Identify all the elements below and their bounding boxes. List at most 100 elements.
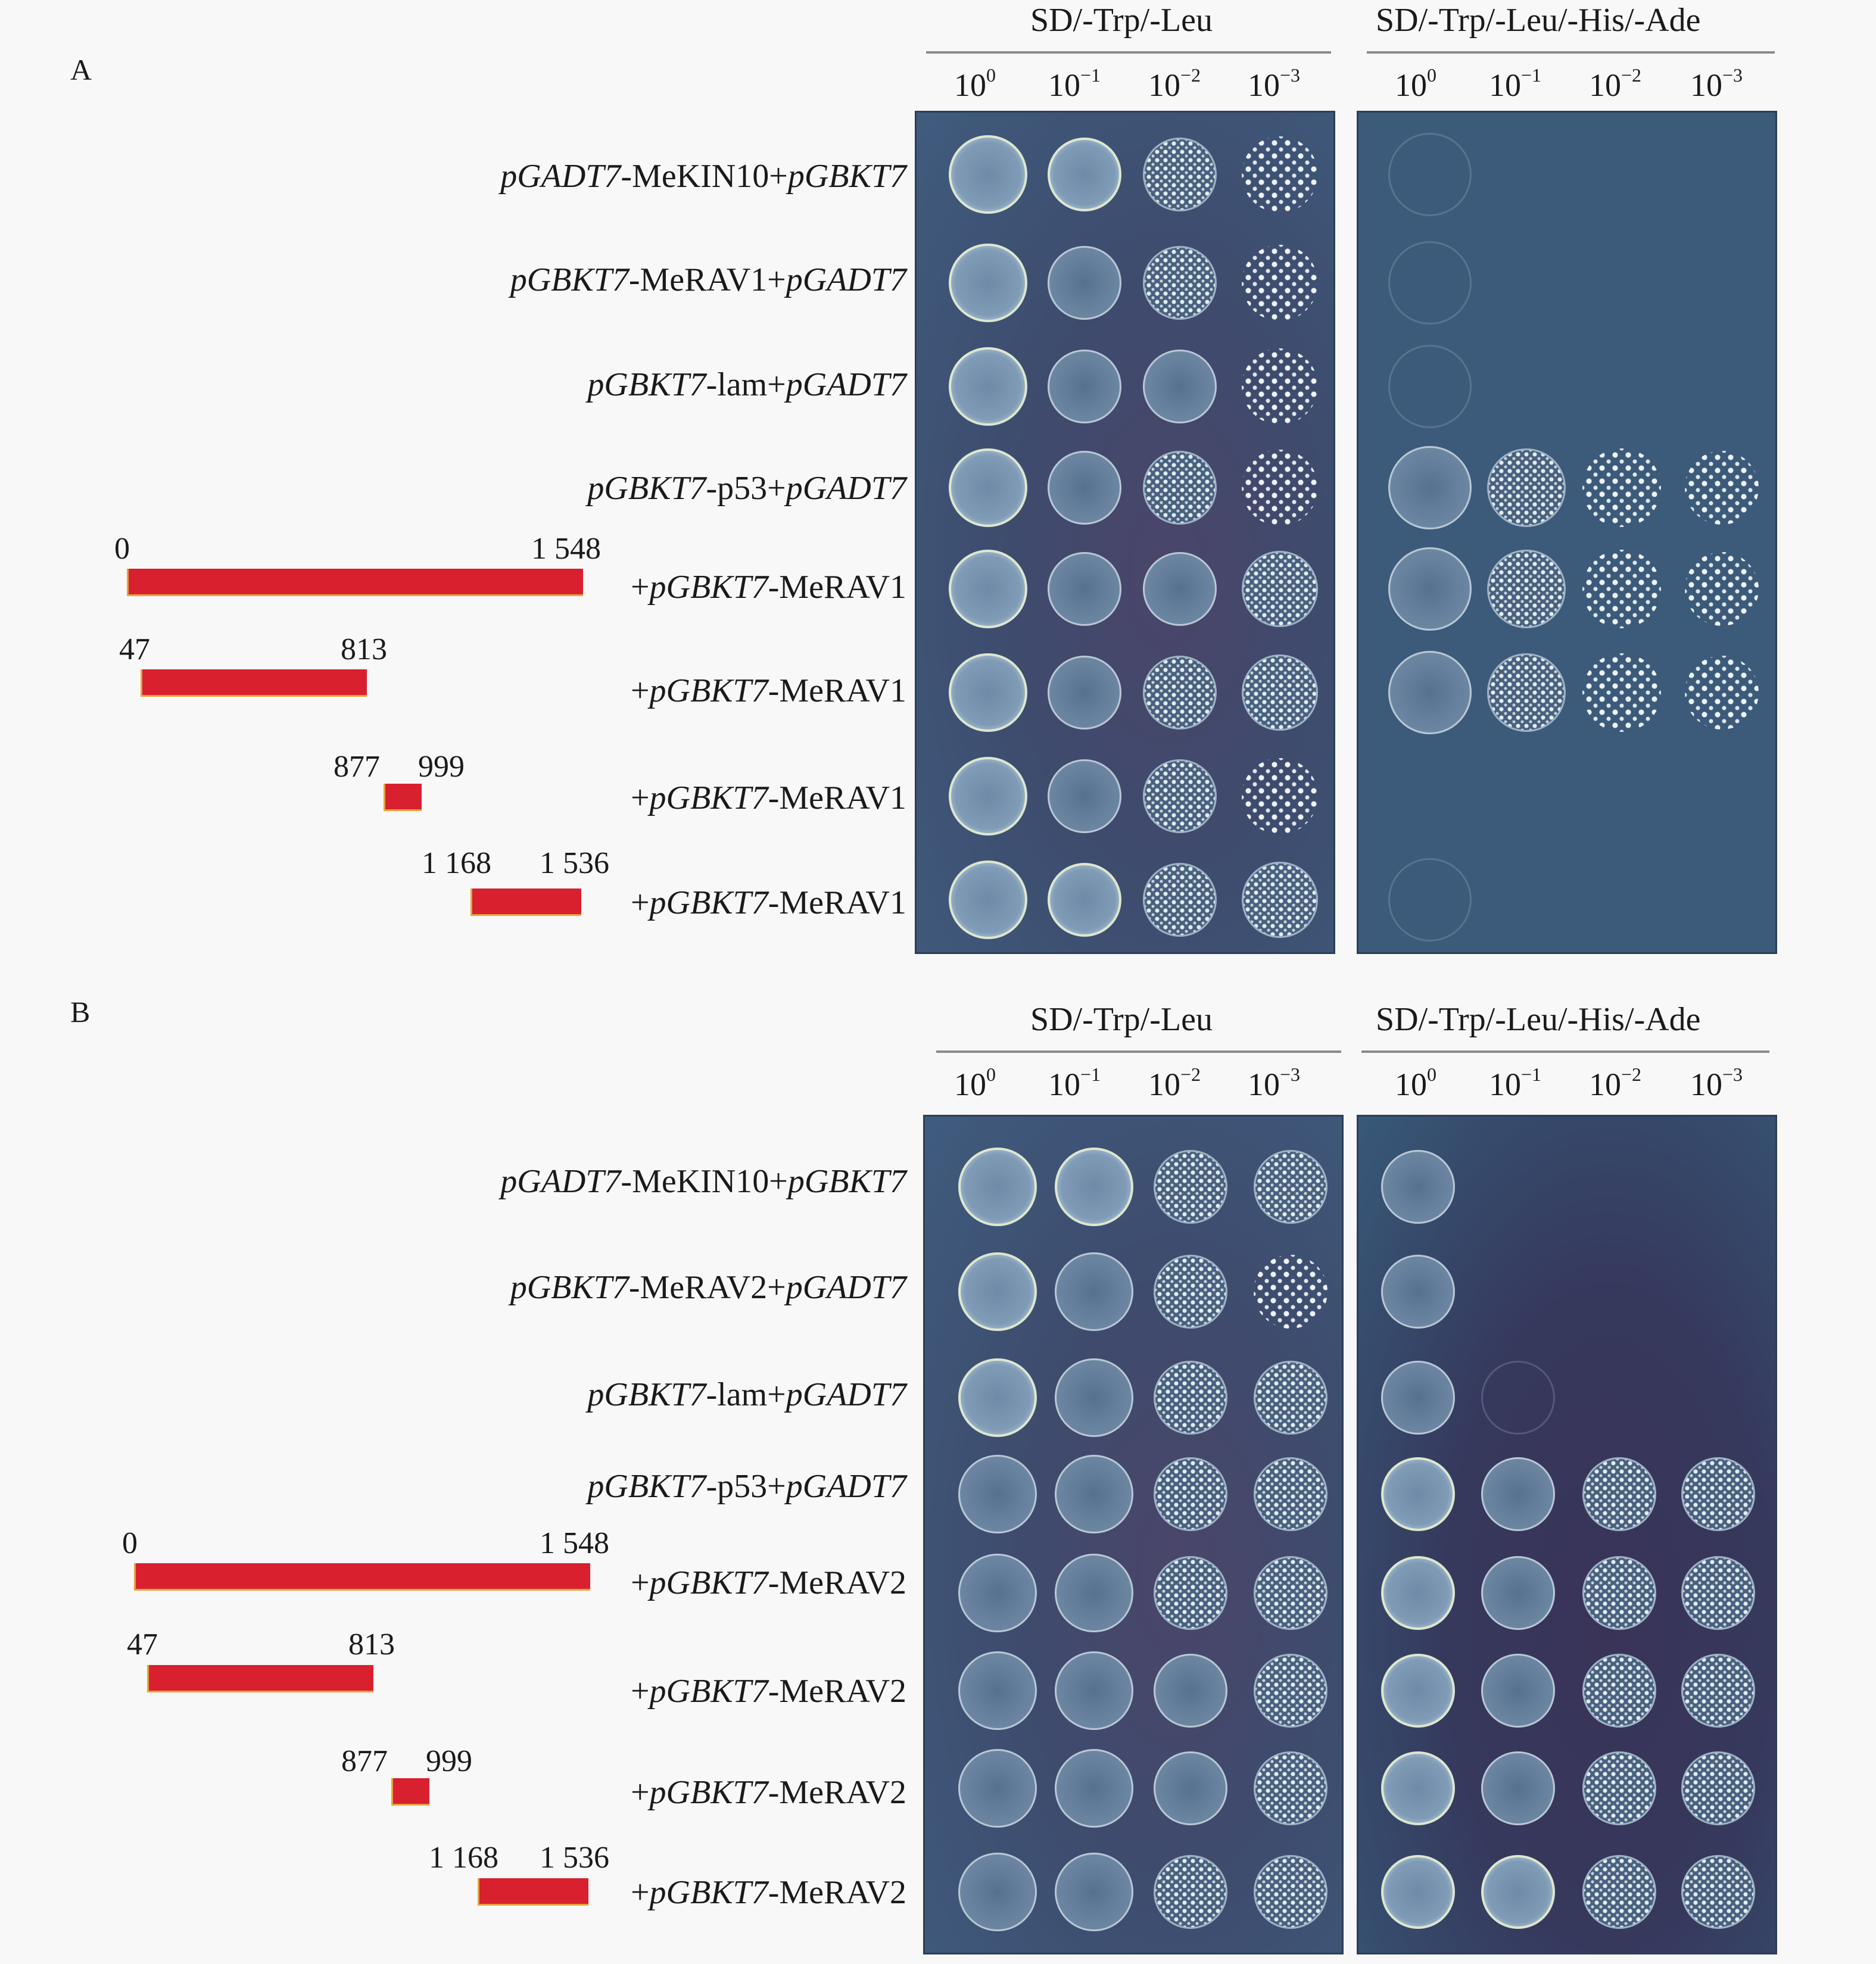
yeast-spot — [1143, 656, 1217, 730]
yeast-spot — [958, 1358, 1037, 1437]
yeast-spot — [949, 347, 1027, 426]
medium-title-sd4: SD/-Trp/-Leu/-His/-Ade — [1376, 2, 1701, 39]
medium-underline — [1361, 1050, 1769, 1053]
dilution-label: 10−1 — [1489, 1064, 1542, 1102]
yeast-spot — [1055, 1749, 1133, 1828]
fragment-start: 0 — [122, 1526, 138, 1560]
fragment-end: 999 — [418, 750, 465, 784]
yeast-spot — [1154, 1457, 1227, 1531]
row-label-control: pGBKT7-MeRAV1+pGADT7 — [510, 261, 906, 298]
yeast-spot — [1254, 1457, 1327, 1531]
fragment-start: 0 — [114, 532, 130, 566]
yeast-spot — [1154, 1150, 1227, 1224]
row-label-fragment: +pGBKT7-MeRAV1 — [630, 780, 906, 816]
dilution-label: 10−2 — [1148, 1064, 1201, 1102]
yeast-spot — [1481, 1556, 1555, 1630]
fragment-end: 1 548 — [531, 532, 601, 566]
yeast-spot — [1154, 1654, 1227, 1728]
plate-sd2 — [915, 111, 1335, 954]
panel-b: B SD/-Trp/-Leu SD/-Trp/-Leu/-His/-Ade 10… — [0, 977, 1876, 1964]
yeast-spot — [1154, 1556, 1227, 1630]
dilution-label: 100 — [954, 64, 996, 103]
yeast-spot — [1381, 1751, 1455, 1825]
medium-underline — [936, 1050, 1341, 1053]
yeast-spot — [1481, 1361, 1555, 1435]
yeast-spot — [1242, 450, 1318, 526]
yeast-spot — [949, 653, 1027, 732]
yeast-spot — [1681, 1751, 1755, 1825]
yeast-spot — [1143, 350, 1217, 423]
dilution-label: 10−3 — [1690, 64, 1743, 103]
yeast-spot — [949, 757, 1027, 836]
row-label-fragment: +pGBKT7-MeRAV2 — [630, 1673, 906, 1710]
yeast-spot — [1242, 136, 1318, 213]
yeast-spot — [958, 1252, 1037, 1331]
yeast-spot — [1481, 1751, 1555, 1825]
plate-sd4 — [1357, 111, 1777, 954]
yeast-spot — [1254, 1150, 1327, 1224]
yeast-spot — [1242, 654, 1318, 731]
dilution-label: 100 — [954, 1064, 996, 1102]
fragment-bar — [391, 1778, 429, 1806]
yeast-spot — [949, 244, 1027, 322]
dilution-label: 10−3 — [1690, 1064, 1743, 1102]
yeast-spot — [1381, 1654, 1455, 1728]
yeast-spot — [1254, 1556, 1327, 1630]
yeast-spot — [958, 1554, 1037, 1632]
row-label-control: pGADT7-MeKIN10+pGBKT7 — [500, 1163, 906, 1200]
yeast-spot — [1055, 1853, 1133, 1931]
fragment-bar — [141, 669, 367, 697]
yeast-spot — [1048, 863, 1121, 937]
yeast-spot — [1481, 1855, 1555, 1929]
medium-title-sd2: SD/-Trp/-Leu — [1030, 1001, 1213, 1038]
yeast-spot — [1143, 451, 1217, 525]
medium-title-sd2: SD/-Trp/-Leu — [1030, 2, 1213, 39]
dilution-label: 10−3 — [1248, 64, 1301, 103]
yeast-spot — [1143, 863, 1217, 937]
yeast-spot — [1143, 138, 1217, 211]
yeast-spot — [1582, 1654, 1656, 1728]
yeast-spot — [958, 1651, 1037, 1730]
row-label-fragment: +pGBKT7-MeRAV2 — [630, 1774, 906, 1811]
yeast-spot — [1381, 1361, 1455, 1435]
yeast-spot — [1388, 547, 1472, 631]
yeast-spot — [1487, 550, 1566, 628]
yeast-spot — [958, 1853, 1037, 1931]
fragment-bar — [134, 1563, 590, 1591]
fragment-start: 47 — [119, 632, 150, 666]
medium-underline — [926, 51, 1331, 54]
dilution-label: 10−1 — [1048, 1064, 1101, 1102]
yeast-spot — [1048, 246, 1121, 320]
dilution-label: 10−2 — [1148, 64, 1201, 103]
yeast-spot — [1254, 1654, 1327, 1728]
yeast-spot — [1685, 451, 1759, 525]
row-label-fragment: +pGBKT7-MeRAV1 — [630, 884, 906, 921]
row-label-fragment: +pGBKT7-MeRAV2 — [630, 1564, 906, 1601]
yeast-spot — [1055, 1252, 1133, 1331]
yeast-spot — [1154, 1361, 1227, 1435]
yeast-spot — [1242, 862, 1318, 938]
yeast-spot — [1487, 448, 1566, 527]
dilution-label: 100 — [1395, 64, 1436, 103]
panel-letter: A — [70, 53, 92, 86]
row-label-fragment: +pGBKT7-MeRAV1 — [630, 672, 906, 709]
fragment-bar — [470, 889, 581, 916]
yeast-spot — [1143, 552, 1217, 626]
yeast-spot — [1048, 759, 1121, 833]
yeast-spot — [1048, 552, 1121, 626]
medium-underline — [1367, 51, 1775, 54]
fragment-bar — [127, 569, 583, 596]
yeast-spot — [1681, 1556, 1755, 1630]
yeast-spot — [1388, 858, 1472, 942]
yeast-spot — [1388, 133, 1472, 216]
yeast-spot — [1055, 1358, 1133, 1437]
yeast-spot — [1681, 1855, 1755, 1929]
yeast-spot — [1685, 552, 1759, 626]
yeast-spot — [1055, 1651, 1133, 1730]
yeast-spot — [1381, 1855, 1455, 1929]
yeast-spot — [1055, 1148, 1133, 1226]
row-label-fragment: +pGBKT7-MeRAV2 — [630, 1874, 906, 1911]
yeast-spot — [1254, 1255, 1327, 1329]
fragment-end: 813 — [348, 1628, 395, 1661]
fragment-end: 999 — [426, 1744, 472, 1778]
